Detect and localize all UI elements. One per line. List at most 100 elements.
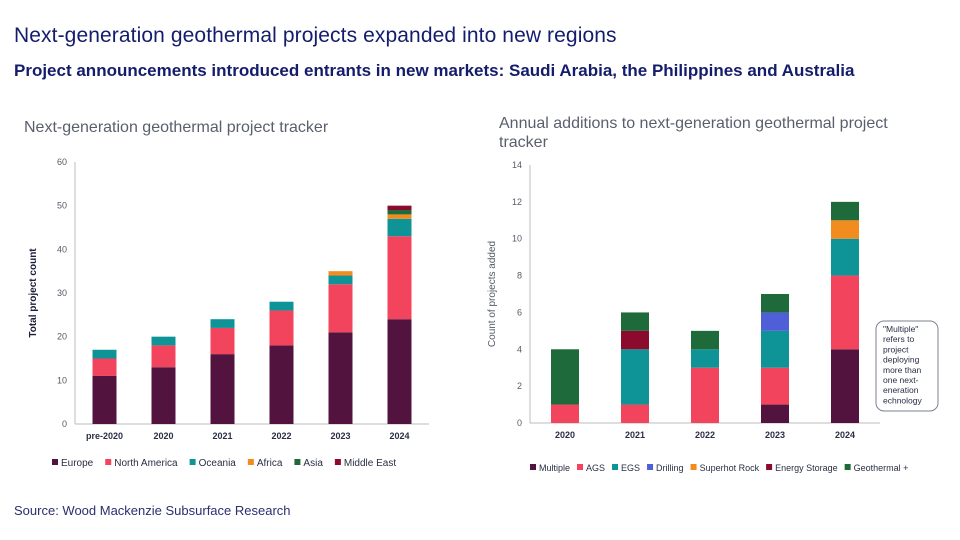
bar-segment-north-america bbox=[328, 284, 353, 333]
legend-item-superhot-rock: Superhot Rock bbox=[690, 463, 760, 473]
bar-segment-ags bbox=[831, 275, 859, 350]
x-tick-label: 2023 bbox=[765, 430, 785, 440]
y-tick-label: 12 bbox=[512, 197, 522, 207]
legend-item-egs: EGS bbox=[612, 463, 640, 473]
bar-segment-egs bbox=[691, 349, 719, 368]
legend-item-energy-storage: Energy Storage bbox=[766, 463, 838, 473]
legend-item-multiple: Multiple bbox=[530, 463, 570, 473]
legend-item-asia: Asia bbox=[294, 458, 323, 469]
bar-segment-north-america bbox=[269, 310, 294, 346]
y-axis-label: Count of projects added bbox=[487, 241, 498, 347]
bar-segment-geothermal bbox=[761, 294, 789, 313]
legend-label: Multiple bbox=[539, 463, 570, 473]
y-tick-label: 50 bbox=[57, 201, 67, 211]
bar-segment-geothermal bbox=[831, 201, 859, 221]
legend-item-geothermal: Geothermal + bbox=[844, 463, 909, 473]
legend-swatch bbox=[577, 464, 584, 470]
bar-segment-oceania bbox=[210, 319, 235, 328]
y-axis-label: Total project count bbox=[28, 248, 39, 338]
y-tick-label: 10 bbox=[57, 375, 67, 385]
bar-segment-geothermal bbox=[621, 312, 649, 331]
y-tick-label: 8 bbox=[517, 271, 522, 281]
bar-segment-drilling bbox=[761, 312, 789, 331]
legend-label: Energy Storage bbox=[775, 463, 838, 473]
legend-label: Middle East bbox=[344, 458, 396, 469]
legend-label: North America bbox=[114, 458, 178, 469]
bar-segment-multiple bbox=[761, 404, 789, 423]
x-tick-label: 2021 bbox=[625, 430, 645, 440]
legend-swatch bbox=[612, 464, 619, 470]
legend-item-oceania: Oceania bbox=[189, 458, 237, 469]
legend-label: Asia bbox=[303, 458, 323, 469]
bar-segment-oceania bbox=[92, 349, 117, 359]
y-tick-label: 4 bbox=[517, 344, 522, 354]
y-tick-label: 60 bbox=[57, 157, 67, 167]
y-tick-label: 0 bbox=[62, 419, 67, 429]
bar-segment-ags bbox=[691, 367, 719, 423]
y-tick-label: 2 bbox=[517, 381, 522, 391]
page-subtitle: Project announcements introduced entrant… bbox=[14, 61, 855, 80]
y-tick-label: 0 bbox=[517, 418, 522, 428]
legend-label: Oceania bbox=[199, 458, 237, 469]
bar-segment-north-america bbox=[151, 345, 176, 368]
legend-swatch bbox=[334, 459, 341, 465]
legend-label: EGS bbox=[621, 463, 640, 473]
bar-segment-oceania bbox=[387, 218, 412, 237]
bar-segment-multiple bbox=[831, 349, 859, 423]
bar-segment-energy-storage bbox=[621, 330, 649, 350]
legend-item-drilling: Drilling bbox=[647, 463, 684, 473]
annotation-box bbox=[875, 320, 939, 412]
bar-segment-geothermal bbox=[551, 349, 579, 405]
bar-segment-europe bbox=[387, 319, 412, 424]
legend-swatch bbox=[52, 459, 58, 465]
bar-segment-africa bbox=[328, 271, 353, 276]
x-tick-label: 2020 bbox=[555, 430, 575, 440]
legend-swatch bbox=[294, 459, 301, 465]
y-tick-label: 6 bbox=[517, 307, 522, 317]
page-title: Next-generation geothermal projects expa… bbox=[14, 24, 617, 47]
legend-swatch bbox=[647, 464, 654, 470]
bar-segment-oceania bbox=[151, 336, 176, 346]
bar-segment-ags bbox=[621, 404, 649, 423]
bar-segment-middle-east bbox=[387, 205, 412, 211]
legend-label: Superhot Rock bbox=[700, 463, 760, 473]
legend-item-europe: Europe bbox=[52, 458, 94, 469]
bar-segment-europe bbox=[269, 345, 294, 424]
bar-segment-ags bbox=[761, 367, 789, 405]
bar-segment-ags bbox=[551, 404, 579, 423]
legend-label: Geothermal + bbox=[854, 463, 909, 473]
project-tracker-chart: 0 10 20 30 40 50 60 Total project count pre-2020… bbox=[28, 157, 429, 469]
legend-item-north-america: North America bbox=[105, 458, 178, 469]
right-chart-title: Annual additions to next-generation geot… bbox=[499, 115, 888, 151]
x-tick-label: 2024 bbox=[835, 430, 855, 440]
x-tick-label: 2022 bbox=[271, 431, 291, 441]
legend-item-middle-east: Middle East bbox=[334, 458, 396, 469]
bar-segment-europe bbox=[151, 367, 176, 424]
legend-label: Europe bbox=[61, 458, 94, 469]
legend-swatch bbox=[766, 464, 773, 470]
bar-segment-egs bbox=[621, 349, 649, 405]
y-tick-label: 20 bbox=[57, 332, 67, 342]
bar-segment-europe bbox=[328, 332, 353, 424]
bar-segment-north-america bbox=[92, 358, 117, 376]
legend-swatch bbox=[530, 464, 536, 470]
bar-segment-oceania bbox=[328, 275, 353, 285]
bar-segment-europe bbox=[210, 354, 235, 424]
bar-segment-africa bbox=[387, 214, 412, 219]
bar-segment-superhot-rock bbox=[831, 220, 859, 239]
annotation-callout: "Multiple" refers to project deploying more … bbox=[875, 320, 939, 412]
bar-segment-europe bbox=[92, 375, 117, 424]
legend-item-ags: AGS bbox=[577, 463, 605, 473]
y-tick-label: 14 bbox=[512, 160, 522, 170]
bar-segment-egs bbox=[761, 330, 789, 368]
bar-segment-asia bbox=[387, 210, 412, 215]
legend-label: Drilling bbox=[656, 463, 684, 473]
bar-segment-egs bbox=[831, 238, 859, 276]
x-tick-label: 2021 bbox=[212, 431, 232, 441]
legend-label: AGS bbox=[586, 463, 605, 473]
x-tick-label: pre-2020 bbox=[86, 431, 123, 441]
x-tick-label: 2020 bbox=[153, 431, 173, 441]
legend-swatch bbox=[105, 459, 112, 465]
source-note: Source: Wood Mackenzie Subsurface Resear… bbox=[14, 503, 291, 518]
